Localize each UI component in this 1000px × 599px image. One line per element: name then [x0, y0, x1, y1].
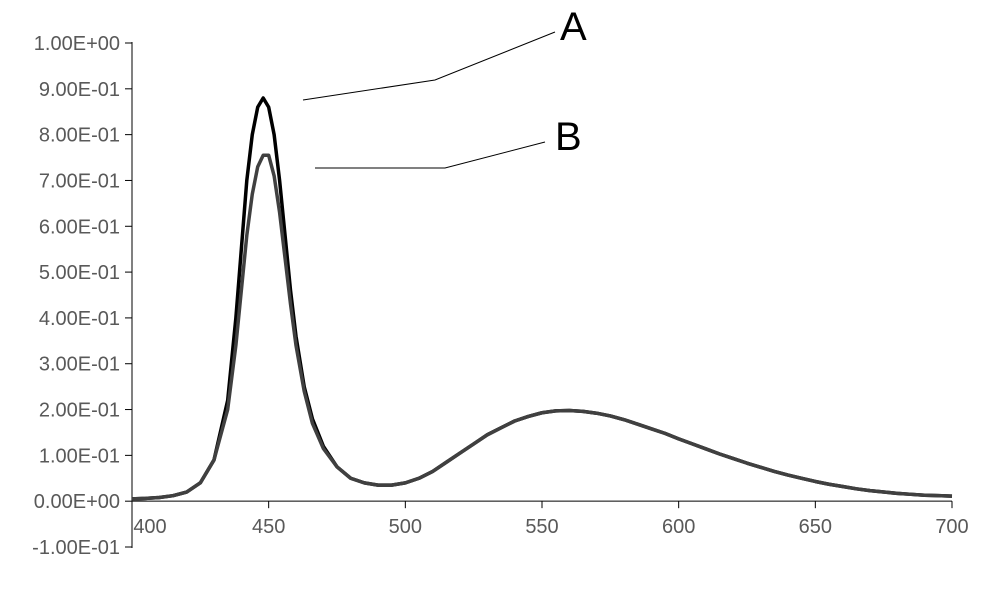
x-tick-label: 550 — [525, 516, 558, 538]
x-tick-label: 650 — [799, 516, 832, 538]
y-tick-label: 1.00E+00 — [34, 33, 120, 55]
y-tick-label: 6.00E-01 — [39, 216, 120, 238]
y-tick-label: 4.00E-01 — [39, 308, 120, 330]
y-tick-label: 7.00E-01 — [39, 170, 120, 192]
annotation-A: A — [560, 5, 587, 49]
y-tick-label: 2.00E-01 — [39, 400, 120, 422]
y-tick-label: 0.00E+00 — [34, 491, 120, 513]
annotation-B: B — [555, 115, 582, 159]
y-tick-label: 3.00E-01 — [39, 354, 120, 376]
chart-svg: -1.00E-01 0.00E+00 1.00E-01 2.00E-01 3.00E-0… — [0, 0, 1000, 599]
y-tick-label: 5.00E-01 — [39, 262, 120, 284]
y-tick-label: 9.00E-01 — [39, 79, 120, 101]
x-tick-label: 400 — [133, 516, 166, 538]
x-tick-label: 700 — [935, 516, 968, 538]
x-tick-label: 600 — [662, 516, 695, 538]
y-tick-label: 8.00E-01 — [39, 125, 120, 147]
y-tick-label: 1.00E-01 — [39, 445, 120, 467]
y-tick-label: -1.00E-01 — [32, 537, 120, 559]
x-tick-label: 500 — [389, 516, 422, 538]
spectrum-chart: -1.00E-01 0.00E+00 1.00E-01 2.00E-01 3.00E-0… — [0, 0, 1000, 599]
x-tick-label: 450 — [252, 516, 285, 538]
